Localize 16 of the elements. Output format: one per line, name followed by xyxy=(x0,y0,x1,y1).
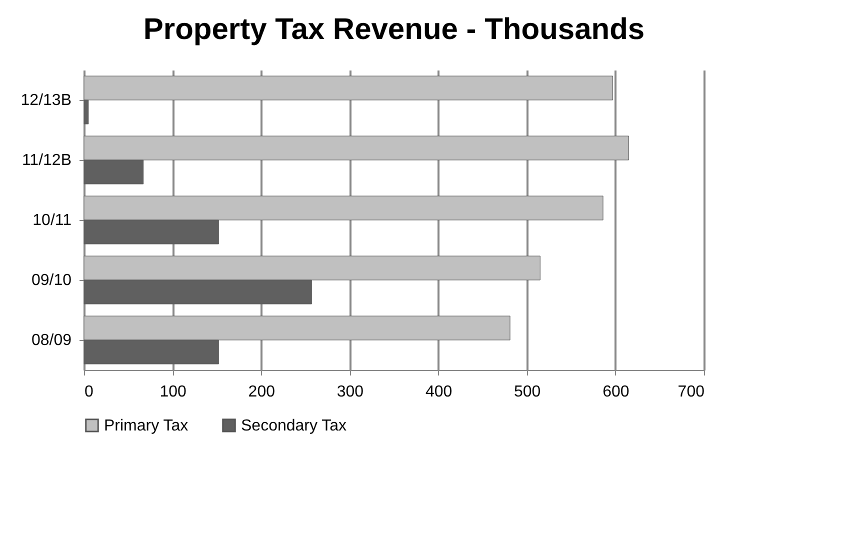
x-tick-label: 700 xyxy=(678,384,705,400)
y-tick-label: 08/09 xyxy=(31,332,72,349)
x-tick-label: 100 xyxy=(160,384,187,400)
x-tick-label: 400 xyxy=(425,384,452,400)
x-tick-label: 300 xyxy=(336,384,364,400)
y-tick-label: 10/11 xyxy=(32,212,72,229)
x-tick-label: 600 xyxy=(602,384,630,400)
x-tick-label: 500 xyxy=(514,384,541,400)
legend-label: Primary Tax xyxy=(104,417,188,434)
chart-title: Property Tax Revenue - Thousands xyxy=(143,13,645,46)
x-tick-label: 0 xyxy=(84,384,94,400)
x-tick-label: 200 xyxy=(248,384,276,400)
y-tick-label: 09/10 xyxy=(31,272,72,289)
y-tick-label: 11/12B xyxy=(22,152,72,169)
legend-label: Secondary Tax xyxy=(241,417,347,434)
y-tick-label: 12/13B xyxy=(20,92,72,109)
